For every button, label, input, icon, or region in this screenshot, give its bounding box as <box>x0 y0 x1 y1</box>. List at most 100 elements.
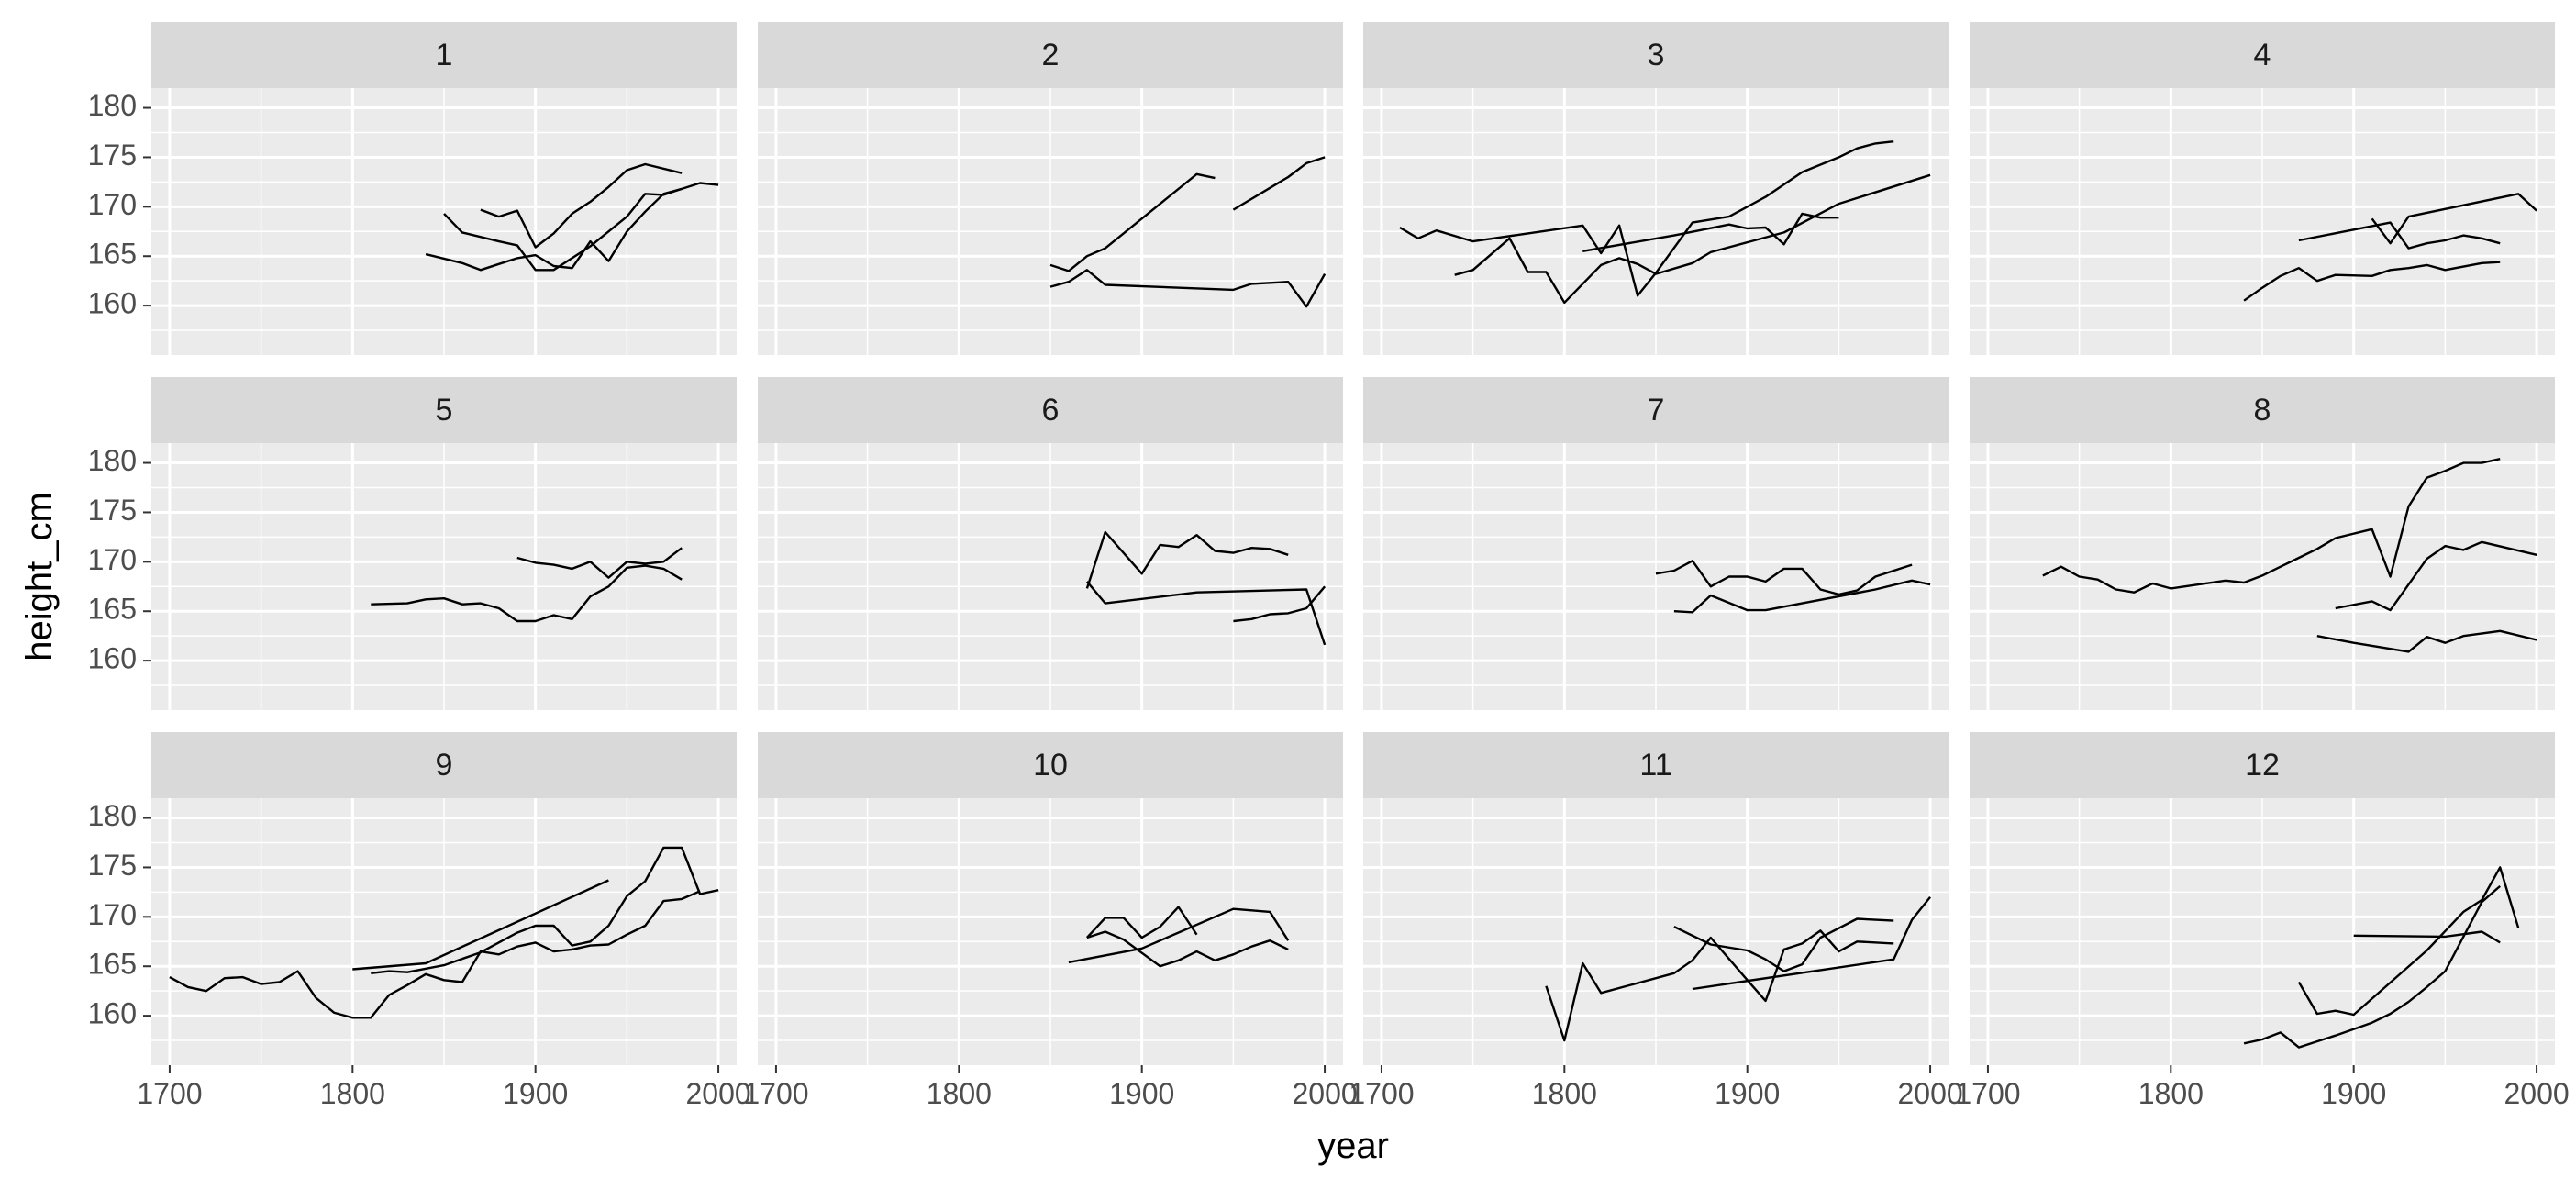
y-tick-label: 175 <box>88 139 137 172</box>
series-line-2 <box>352 879 609 971</box>
series-line-3 <box>2371 193 2537 245</box>
facet-strip <box>1363 732 1949 798</box>
series-line-2 <box>2297 866 2520 1017</box>
facet-strip-label: 4 <box>2254 38 2271 72</box>
x-tick-label: 1700 <box>1349 1077 1414 1110</box>
series-line-1 <box>169 890 701 1019</box>
facet-panel-11: 11 1700 1800 1900 2000 <box>1349 732 1963 1110</box>
series-line-2 <box>1673 917 1894 972</box>
facet-strip-label: 3 <box>1648 38 1665 72</box>
x-tick-label: 1900 <box>1715 1077 1780 1110</box>
facet-panel-5: 5 160 165 170 175 180 <box>88 377 737 710</box>
x-tick-label: 1900 <box>503 1077 568 1110</box>
x-tick-label: 1700 <box>1955 1077 2020 1110</box>
series-line-3 <box>1692 896 1932 991</box>
facet-strip-label: 10 <box>1033 748 1068 783</box>
x-tick-label: 1800 <box>320 1077 385 1110</box>
series-line-2 <box>1673 579 1931 614</box>
y-tick-label: 175 <box>88 849 137 882</box>
y-tick-label: 180 <box>88 89 137 122</box>
facet-strip <box>1970 22 2555 88</box>
x-axis-title: year <box>1317 1126 1389 1166</box>
series-line-3 <box>1582 212 1839 252</box>
y-tick-label: 170 <box>88 543 137 576</box>
y-tick-label: 160 <box>88 287 137 320</box>
x-tick-label: 2000 <box>1292 1077 1357 1110</box>
facet-panel-12: 12 1700 1800 1900 2000 <box>1955 732 2570 1110</box>
facet-strip <box>1970 377 2555 443</box>
facet-strip <box>151 22 737 88</box>
series-line-3 <box>480 162 683 249</box>
series-line-1 <box>1068 907 1290 964</box>
x-tick-label: 1700 <box>743 1077 808 1110</box>
x-tick-label: 1800 <box>927 1077 992 1110</box>
facet-panel-10: 10 1700 1800 1900 2000 <box>743 732 1358 1110</box>
series-line-3 <box>1233 585 1327 623</box>
x-tick-label: 1700 <box>137 1077 202 1110</box>
facet-strip-label: 8 <box>2254 393 2271 428</box>
panels-group: 1 160 165 170 175 180 2 3 4 5 160 165 170 175 180 6 7 8 9 1… <box>88 22 2570 1110</box>
series-line-1 <box>2243 884 2501 1049</box>
series-line-1 <box>2042 458 2501 594</box>
facet-strip <box>1970 732 2555 798</box>
y-tick-label: 165 <box>88 593 137 626</box>
series-line-2 <box>2335 540 2537 612</box>
y-axis-title: height_cm <box>19 492 60 661</box>
x-tick-label: 1800 <box>2138 1077 2204 1110</box>
facet-strip <box>758 732 1343 798</box>
y-tick-label: 165 <box>88 238 137 271</box>
facet-strip <box>1363 22 1949 88</box>
facet-panel-6: 6 <box>758 377 1343 710</box>
y-tick-label: 170 <box>88 188 137 221</box>
facet-panel-7: 7 <box>1363 377 1949 710</box>
facet-panel-9: 9 160 165 170 175 180 1700 1800 1900 2000 <box>88 732 751 1110</box>
series-line-1 <box>425 187 683 272</box>
x-tick-label: 2000 <box>1897 1077 1962 1110</box>
x-tick-label: 1800 <box>1532 1077 1597 1110</box>
y-tick-label: 170 <box>88 898 137 931</box>
facet-strip-label: 9 <box>436 748 453 783</box>
y-tick-label: 165 <box>88 948 137 981</box>
x-tick-label: 1900 <box>2321 1077 2386 1110</box>
series-line-3 <box>1086 930 1289 968</box>
series-line-3 <box>2353 930 2501 944</box>
facet-strip-label: 7 <box>1648 393 1665 428</box>
facet-panel-2: 2 <box>758 22 1343 355</box>
y-tick-label: 180 <box>88 799 137 832</box>
y-tick-label: 180 <box>88 444 137 477</box>
x-tick-label: 2000 <box>685 1077 750 1110</box>
facet-strip-label: 11 <box>1639 748 1671 783</box>
facet-strip-label: 1 <box>436 38 453 72</box>
facet-strip-label: 6 <box>1042 393 1060 428</box>
facet-strip-label: 12 <box>2245 748 2280 783</box>
x-tick-label: 1900 <box>1109 1077 1174 1110</box>
facet-strip <box>1363 377 1949 443</box>
facet-strip <box>758 377 1343 443</box>
facet-panel-4: 4 <box>1970 22 2555 355</box>
series-line-1 <box>1085 530 1289 589</box>
y-tick-label: 160 <box>88 997 137 1030</box>
series-line-2 <box>516 547 683 579</box>
series-line-1 <box>2243 261 2501 302</box>
series-line-1 <box>371 564 683 623</box>
series-line-3 <box>2316 629 2537 653</box>
series-line-1 <box>1655 560 1913 596</box>
series-line-2 <box>443 182 719 272</box>
series-line-3 <box>1232 156 1326 211</box>
facet-panel-8: 8 <box>1970 377 2555 710</box>
facet-strip <box>151 377 737 443</box>
series-line-2 <box>1454 173 1931 305</box>
series-line-2 <box>1086 906 1198 939</box>
series-line-3 <box>371 846 719 974</box>
series-line-2 <box>1049 269 1327 308</box>
facet-strip <box>151 732 737 798</box>
facet-strip <box>758 22 1343 88</box>
facet-strip-label: 5 <box>436 393 453 428</box>
y-tick-label: 175 <box>88 494 137 527</box>
facet-panel-3: 3 <box>1363 22 1949 355</box>
facet-strip-label: 2 <box>1042 38 1060 72</box>
series-line-2 <box>1085 581 1327 646</box>
x-tick-label: 2000 <box>2504 1077 2569 1110</box>
y-tick-label: 160 <box>88 642 137 675</box>
